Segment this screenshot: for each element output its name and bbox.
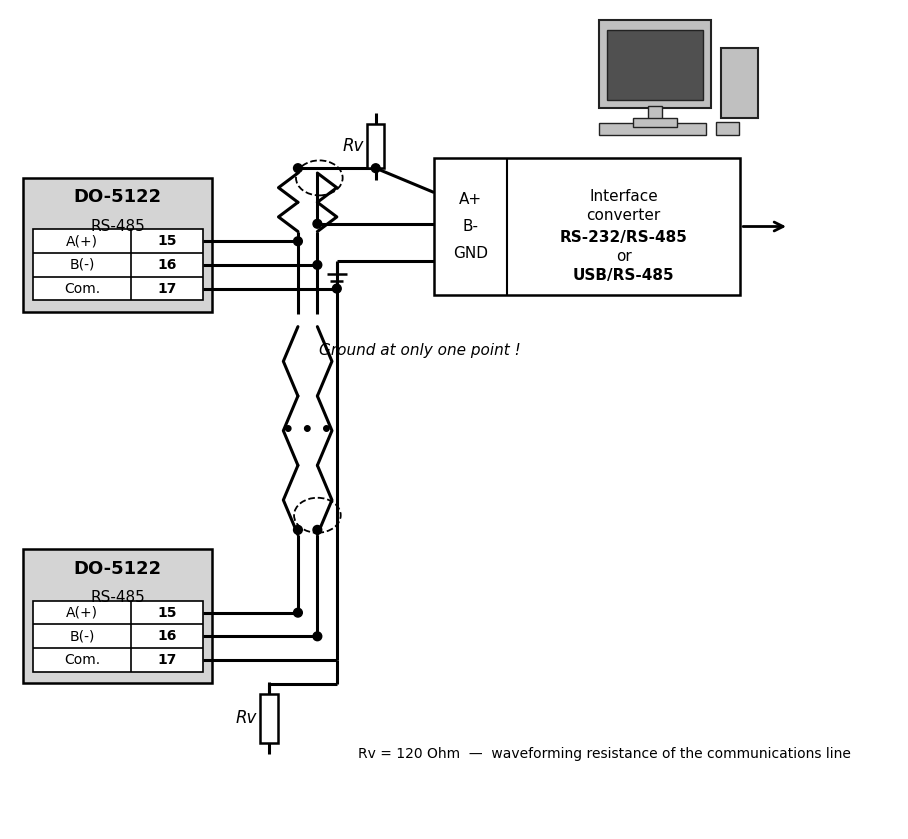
Circle shape xyxy=(313,632,321,641)
FancyBboxPatch shape xyxy=(648,106,662,119)
Circle shape xyxy=(293,608,302,617)
Text: A+
B-
GND: A+ B- GND xyxy=(453,192,488,261)
FancyBboxPatch shape xyxy=(33,229,202,300)
FancyBboxPatch shape xyxy=(599,20,711,108)
FancyBboxPatch shape xyxy=(607,30,704,100)
FancyBboxPatch shape xyxy=(721,48,758,117)
Circle shape xyxy=(293,237,302,246)
Circle shape xyxy=(313,261,321,269)
Text: USB/RS-485: USB/RS-485 xyxy=(573,268,675,283)
Text: 17: 17 xyxy=(157,653,176,667)
Text: B(-): B(-) xyxy=(69,629,94,644)
FancyBboxPatch shape xyxy=(260,694,278,743)
Text: RS-485: RS-485 xyxy=(90,219,145,234)
Text: Rv: Rv xyxy=(342,138,364,155)
Text: Ground at only one point !: Ground at only one point ! xyxy=(319,343,520,358)
Circle shape xyxy=(313,220,321,228)
Text: RS-485: RS-485 xyxy=(90,591,145,606)
Text: Com.: Com. xyxy=(64,282,100,295)
Circle shape xyxy=(332,284,341,293)
FancyBboxPatch shape xyxy=(23,178,212,312)
Text: DO-5122: DO-5122 xyxy=(74,188,162,206)
FancyBboxPatch shape xyxy=(33,601,202,672)
Text: 17: 17 xyxy=(157,282,176,295)
FancyBboxPatch shape xyxy=(634,117,677,128)
Text: or: or xyxy=(616,249,631,264)
Text: 16: 16 xyxy=(157,258,176,272)
FancyBboxPatch shape xyxy=(367,124,384,168)
Text: 15: 15 xyxy=(157,606,177,620)
Text: RS-232/RS-485: RS-232/RS-485 xyxy=(559,230,687,245)
Text: Interface: Interface xyxy=(589,189,658,204)
FancyBboxPatch shape xyxy=(434,159,740,294)
Circle shape xyxy=(293,164,302,173)
Text: 15: 15 xyxy=(157,234,177,248)
Text: Com.: Com. xyxy=(64,653,100,667)
Circle shape xyxy=(293,525,302,534)
FancyBboxPatch shape xyxy=(23,550,212,684)
Circle shape xyxy=(371,164,380,173)
Text: Rv = 120 Ohm  —  waveforming resistance of the communications line: Rv = 120 Ohm — waveforming resistance of… xyxy=(358,748,851,762)
Text: converter: converter xyxy=(587,208,661,223)
Text: B(-): B(-) xyxy=(69,258,94,272)
Text: DO-5122: DO-5122 xyxy=(74,560,162,578)
FancyBboxPatch shape xyxy=(716,122,739,135)
Text: 16: 16 xyxy=(157,629,176,644)
Text: A(+): A(+) xyxy=(66,234,98,248)
Text: A(+): A(+) xyxy=(66,606,98,620)
Text: • • •: • • • xyxy=(282,421,333,440)
Text: Rv: Rv xyxy=(236,709,257,727)
FancyBboxPatch shape xyxy=(599,123,706,135)
Circle shape xyxy=(313,525,321,534)
